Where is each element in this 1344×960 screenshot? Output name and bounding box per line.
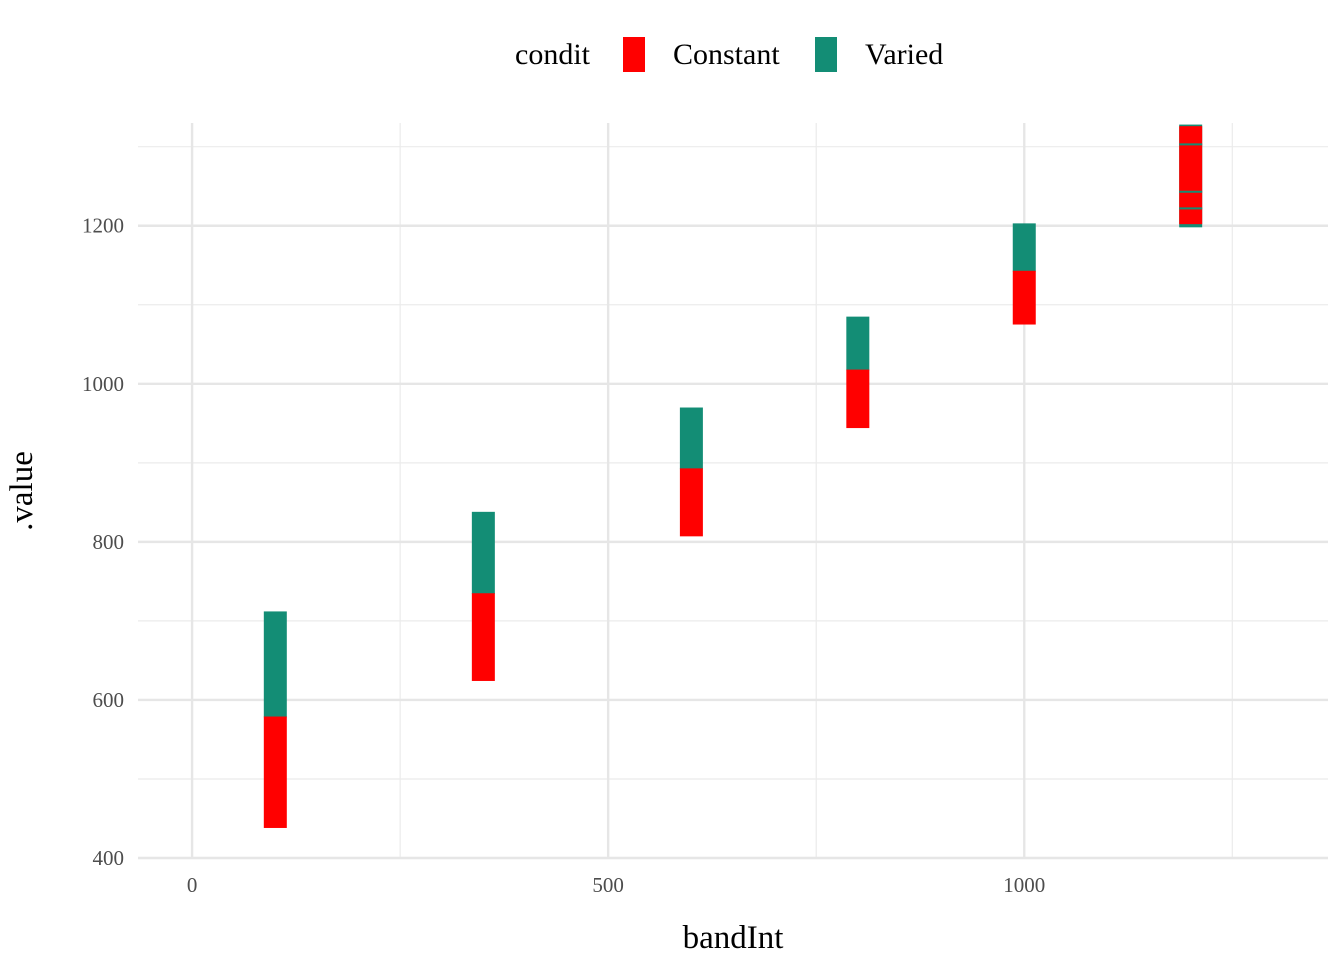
bar-varied [263, 611, 287, 718]
y-tick-label: 400 [93, 846, 125, 870]
bar-constant [263, 716, 287, 828]
y-tick-label: 1200 [82, 214, 124, 238]
x-tick-labels: 0 500 1000 [187, 873, 1045, 897]
x-tick-label: 500 [592, 873, 624, 897]
legend-label-varied: Varied [865, 38, 943, 71]
bar-constant [846, 369, 870, 429]
x-axis-title: bandInt [683, 920, 784, 956]
grid [138, 123, 1328, 860]
bar-varied [846, 316, 870, 371]
bar-varied [471, 511, 495, 595]
y-tick-label: 800 [93, 530, 125, 554]
legend-swatch-varied [815, 37, 837, 72]
legend: condit Constant Varied [515, 37, 943, 72]
y-axis-title: .value [4, 451, 40, 531]
bar-constant [1012, 270, 1036, 325]
bar-varied [1012, 223, 1036, 272]
x-tick-label: 1000 [1003, 873, 1045, 897]
legend-label-constant: Constant [673, 38, 780, 71]
y-tick-label: 600 [93, 688, 125, 712]
bar-constant [471, 593, 495, 681]
y-tick-labels: 400 600 800 1000 1200 [82, 214, 124, 870]
bar-group [263, 124, 1203, 828]
bar-constant [679, 468, 703, 537]
x-tick-label: 0 [187, 873, 198, 897]
legend-swatch-constant [623, 37, 645, 72]
bar-varied [679, 407, 703, 470]
legend-title: condit [515, 38, 591, 71]
y-tick-label: 1000 [82, 372, 124, 396]
bar-constant [1179, 126, 1203, 225]
